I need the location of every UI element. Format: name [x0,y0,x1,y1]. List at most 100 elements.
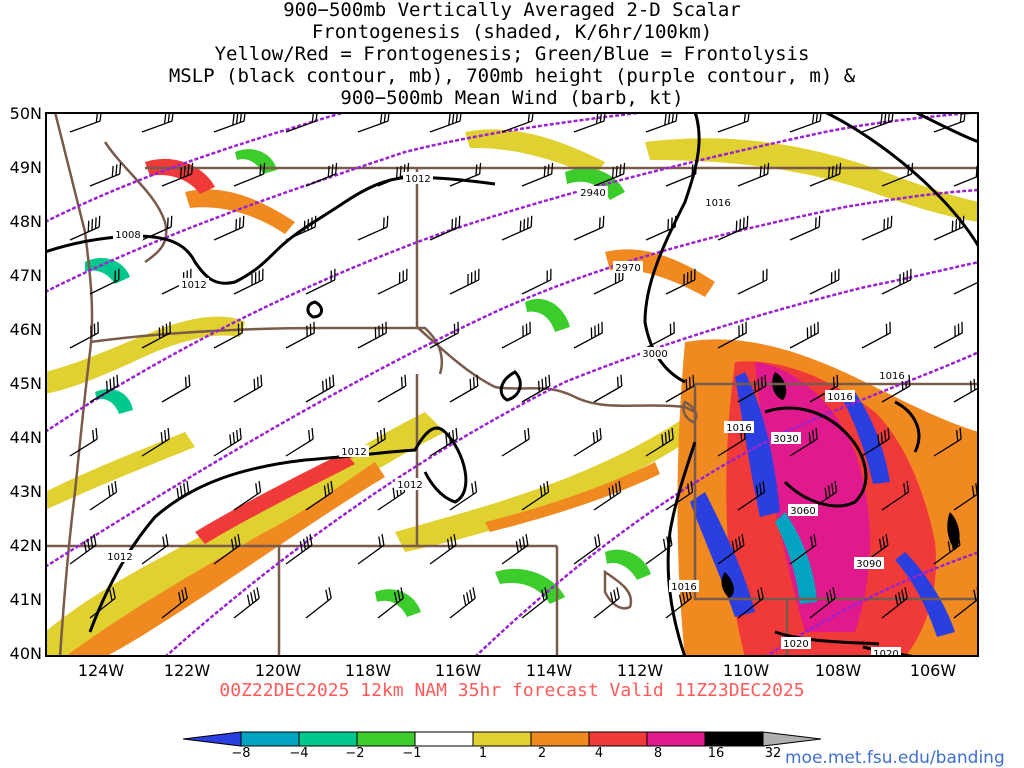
colorbar-label: 4 [594,746,604,761]
wind-barb [449,268,480,295]
wind-barb [861,215,893,241]
lon-label: 122W [163,661,211,680]
wind-barb [573,427,602,457]
wind-barb [69,215,101,241]
wind-barb [357,215,389,241]
wind-barb [573,534,601,565]
wind-barb [89,587,116,619]
wind-barb [429,534,457,565]
wind-barb [89,480,118,511]
or-wa-border [89,326,444,375]
wind-barb [141,215,173,241]
mslp-contour [914,112,979,144]
wind-barb [593,587,620,619]
mslp-contour [88,426,468,633]
colorbar [183,731,822,747]
height-label: 3000 [640,347,670,360]
wind-barb [213,427,242,457]
mslp-label-text: 1016 [827,392,852,403]
wind-barb [881,480,910,511]
wind-barb [429,427,458,457]
colorbar-label: 8 [653,746,663,761]
wind-barb [593,162,626,187]
mslp-label-text: 1020 [783,639,808,650]
height-contour [164,260,979,657]
wind-barb [665,268,696,295]
frontolysis-band [495,568,565,604]
wind-barb [861,112,894,133]
frontolysis-band [775,512,817,604]
height-label-text: 2940 [580,188,605,199]
lon-label: 108W [814,661,862,680]
wind-barb [429,321,459,349]
pacific-coastline [53,112,94,657]
credit-url[interactable]: moe.met.fsu.edu/banding [785,748,1005,768]
frontolysis-band [735,372,780,517]
lon-label: 120W [254,661,302,680]
wind-barb [141,321,171,349]
wind-barb [645,215,677,241]
wind-barb [593,480,622,511]
wind-barb [737,374,767,403]
colorbar-label: −8 [231,746,251,761]
yellowstone-area [682,400,698,424]
wind-barb [377,587,404,619]
wind-barb [449,480,478,511]
mslp-label-text: 1016 [671,582,696,593]
mslp-contour [774,630,880,646]
frontolysis-band [605,549,651,580]
wind-barb [429,215,461,241]
lat-label: 48N [9,212,42,231]
mslp-label-text: 1016 [726,423,751,434]
frontogenesis-band [195,452,355,544]
mslp-label-text: 1012 [107,552,132,563]
wind-barb [737,268,768,295]
wind-barb [305,162,338,187]
wind-barb [69,321,99,349]
frontogenesis-band [185,189,295,234]
mslp-label: 1020 [781,637,811,650]
frontogenesis-band [465,129,605,177]
title-line-5: 900−500mb Mean Wind (barb, kt) [340,87,684,109]
colorbar-swatches [183,731,822,747]
wind-barb [501,427,530,457]
wind-barb [789,215,821,241]
lat-label: 49N [9,158,42,177]
wind-barb [665,374,695,403]
frontogenesis-band [645,138,979,222]
mslp-contour [306,300,323,319]
wind-barb [737,162,770,187]
frontogenesis-band [45,412,445,657]
colorbar-label: −2 [345,746,365,761]
wind-barb [213,534,241,565]
wind-barb [69,427,98,457]
colorbar-label: 32 [764,746,782,761]
frontogenesis-map: 1012 1008 1012 1016 1012 1012 1012 1016 … [45,112,979,657]
colorbar-swatch [183,731,242,747]
wind-barb [233,587,260,619]
title-line-1: 900−500mb Vertically Averaged 2-D Scalar [283,0,741,21]
colorbar-swatch [588,731,648,747]
wind-barb [645,427,674,457]
mslp-label-text: 1016 [879,371,904,382]
wind-barb [789,534,817,565]
frontogenesis-core [947,512,960,550]
mslp-contour [824,112,979,248]
great-salt-lake-area [603,569,633,610]
wind-barb [141,427,170,457]
wind-barb [717,215,749,241]
wind-barb [809,587,836,619]
colorbar-swatch [414,731,474,747]
wind-barb [89,374,119,403]
wind-barb [933,534,961,565]
wind-barb [521,480,550,511]
wind-barb [593,374,623,403]
wind-barb [377,162,410,187]
mslp-label: 1012 [395,478,425,491]
wind-barb [233,374,263,403]
wind-barb [161,374,191,403]
wind-barb [161,162,194,187]
title-line-2: Frontogenesis (shaded, K/6hr/100km) [311,21,713,43]
height-label: 3090 [854,557,884,570]
colorbar-swatch [472,731,532,747]
